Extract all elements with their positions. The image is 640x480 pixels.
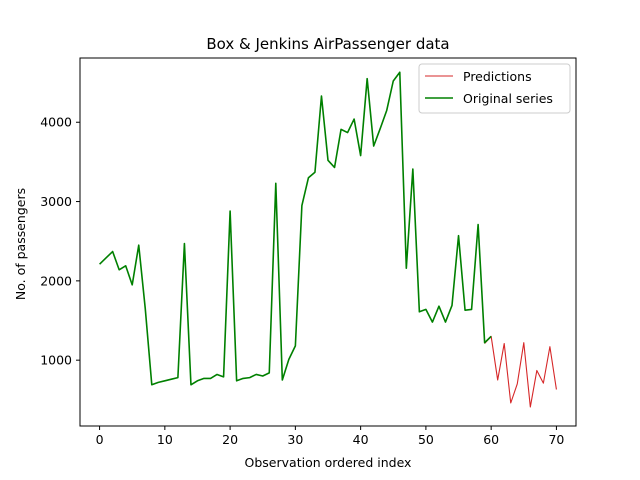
x-tick-label: 50 [418, 432, 434, 447]
y-tick-label: 1000 [40, 353, 72, 368]
legend-label-predictions: Predictions [463, 69, 532, 84]
y-axis-title: No. of passengers [13, 188, 28, 300]
y-tick-label: 4000 [40, 115, 72, 130]
axes-frame [79, 57, 577, 427]
x-tick-label: 40 [353, 432, 369, 447]
x-tick-label: 10 [157, 432, 173, 447]
x-tick-label: 20 [222, 432, 238, 447]
legend-label-original-series: Original series [463, 91, 553, 106]
x-tick-label: 60 [483, 432, 499, 447]
x-tick-label: 70 [548, 432, 564, 447]
x-axis-title: Observation ordered index [245, 455, 412, 470]
legend: Predictions Original series [418, 63, 571, 114]
legend-frame [418, 63, 571, 114]
y-tick-label: 3000 [40, 194, 72, 209]
axis-ticks: 0 10 20 30 40 50 60 70 1000 2000 3000 4000 [40, 115, 564, 447]
chart-title: Box & Jenkins AirPassenger data [206, 35, 449, 53]
series-line-predictions [484, 335, 557, 408]
series-line-original-series [99, 71, 492, 386]
y-tick-label: 2000 [40, 273, 72, 288]
x-tick-label: 30 [287, 432, 303, 447]
plot-area [99, 71, 557, 408]
x-tick-label: 0 [96, 432, 104, 447]
